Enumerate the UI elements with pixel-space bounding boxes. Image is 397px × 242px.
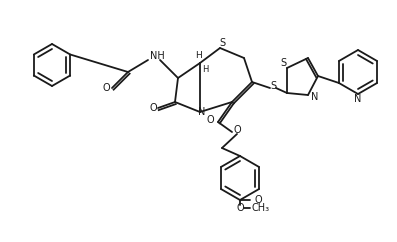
Text: H: H xyxy=(195,51,201,60)
Text: O: O xyxy=(206,115,214,125)
Text: S: S xyxy=(280,58,286,68)
Text: N: N xyxy=(198,107,206,117)
Text: O: O xyxy=(149,103,157,113)
Text: NH: NH xyxy=(150,51,165,61)
Text: N: N xyxy=(354,94,362,104)
Text: O: O xyxy=(102,83,110,93)
Text: N: N xyxy=(311,92,318,102)
Text: CH₃: CH₃ xyxy=(252,203,270,213)
Text: H: H xyxy=(202,65,208,74)
Text: O: O xyxy=(236,203,244,213)
Text: O: O xyxy=(233,125,241,135)
Text: O: O xyxy=(254,195,262,205)
Text: S: S xyxy=(219,38,225,48)
Text: S: S xyxy=(270,81,276,91)
